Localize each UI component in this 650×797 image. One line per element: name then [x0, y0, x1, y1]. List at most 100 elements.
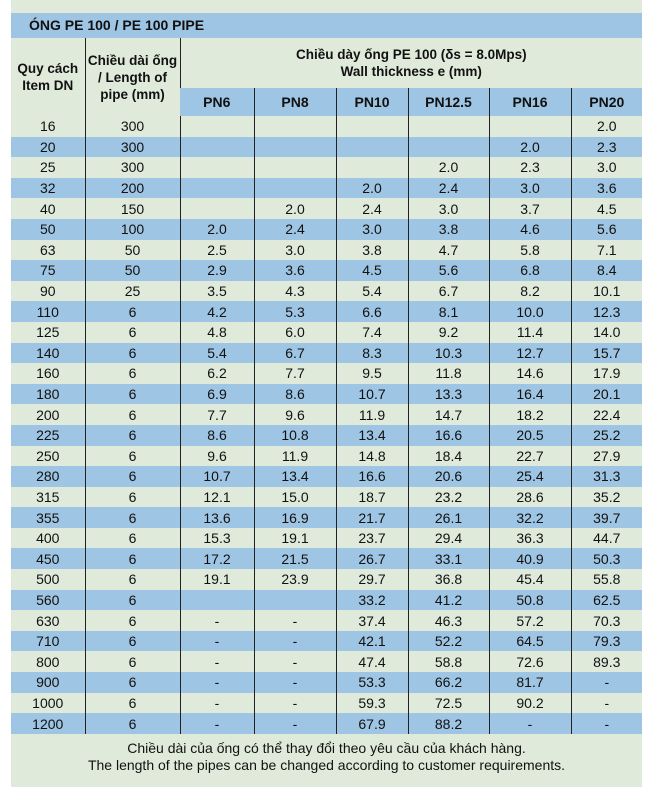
cell-thickness: 70.3	[570, 610, 643, 631]
table-row: 900 6- -53.3 66.2 81.7-	[11, 672, 643, 693]
header-length: Chiều dài ống / Length of pipe (mm)	[84, 38, 180, 116]
cell-thickness: -	[253, 630, 336, 652]
cell-thickness: 36.8	[407, 569, 489, 590]
cell-length: 150	[84, 198, 180, 219]
cell-thickness: 2.3	[570, 136, 643, 158]
cell-thickness: 11.9	[253, 445, 336, 467]
cell-thickness: 20.6	[407, 466, 489, 487]
cell-thickness: 11.9	[335, 404, 408, 425]
cell-thickness: 13.4	[335, 424, 408, 446]
cell-thickness: 9.6	[179, 445, 254, 467]
cell-dn: 250	[36, 447, 60, 464]
header-thickness-vi: Chiều dày ống PE 100 (δs = 8.0Mps)	[295, 47, 527, 62]
cell-thickness: 55.8	[570, 569, 643, 590]
cell-thickness: 15.7	[570, 342, 643, 364]
header-thickness: Chiều dày ống PE 100 (δs = 8.0Mps) Wall …	[179, 38, 643, 88]
cell-dn: 75	[39, 262, 56, 279]
cell-thickness: 22.4	[570, 404, 643, 425]
cell-thickness: 47.4	[335, 651, 408, 673]
cell-thickness: -	[488, 713, 571, 734]
cell-thickness: 8.4	[570, 260, 643, 281]
cell-thickness: 58.8	[407, 651, 489, 673]
cell-thickness: 2.0	[407, 157, 489, 178]
header-pn: PN20	[570, 88, 643, 116]
cell-thickness: -	[570, 713, 643, 734]
cell-thickness: 7.7	[179, 404, 254, 425]
cell-thickness: 21.7	[335, 507, 408, 528]
cell-thickness: 28.6	[488, 486, 571, 508]
cell-thickness: 12.3	[570, 301, 643, 322]
cell-thickness: 9.2	[407, 321, 489, 343]
cell-length: 6	[84, 713, 180, 734]
cell-thickness: 31.3	[570, 466, 643, 487]
pipe-spec-table: Quy cách Item DN Chiều dài ống / Length …	[11, 38, 643, 734]
cell-thickness: -	[253, 610, 336, 631]
cell-length: 6	[84, 630, 180, 652]
cell-thickness	[253, 589, 336, 611]
cell-dn: 400	[36, 530, 60, 547]
footer-note: Chiều dài của ống có thể thay đổi theo y…	[11, 740, 642, 774]
cell-length: 6	[84, 363, 180, 384]
cell-thickness: 20.5	[488, 424, 571, 446]
cell-thickness: -	[179, 713, 254, 734]
cell-thickness: 17.2	[179, 548, 254, 570]
cell-thickness: 66.2	[407, 672, 489, 693]
cell-length: 6	[84, 672, 180, 693]
cell-thickness: -	[570, 672, 643, 693]
cell-thickness: 59.3	[335, 692, 408, 714]
cell-thickness: 14.0	[570, 321, 643, 343]
cell-thickness: 89.3	[570, 651, 643, 673]
cell-thickness: 4.7	[407, 239, 489, 261]
table-row: 1200 6- -67.9 88.2- -	[11, 713, 643, 734]
cell-thickness: 25.2	[570, 424, 643, 446]
cell-length: 6	[84, 321, 180, 343]
cell-thickness: 10.1	[570, 280, 643, 302]
table-row: 500 6 19.1 23.9 29.7 36.8 45.4 55.8	[11, 569, 643, 590]
cell-thickness: 26.7	[335, 548, 408, 570]
cell-thickness: 10.0	[488, 301, 571, 322]
cell-thickness: 8.6	[179, 424, 254, 446]
cell-thickness: 3.6	[253, 260, 336, 281]
cell-length: 6	[84, 424, 180, 446]
cell-dn: 25	[39, 159, 56, 176]
cell-thickness: 3.0	[335, 218, 408, 240]
cell-thickness: 36.3	[488, 527, 571, 549]
cell-thickness: -	[179, 692, 254, 714]
table-row: 400 6 15.3 19.1 23.7 29.4 36.3 44.7	[11, 527, 643, 549]
cell-dn: 50	[39, 221, 56, 238]
cell-length: 6	[84, 527, 180, 549]
cell-thickness	[179, 136, 254, 158]
cell-dn: 315	[36, 488, 60, 505]
table-row: 110 6 4.2 5.3 6.6 8.1 10.0 12.3	[11, 301, 643, 322]
table-row: 225 6 8.6 10.8 13.4 16.6 20.5 25.2	[11, 424, 643, 446]
cell-thickness: 52.2	[407, 630, 489, 652]
cell-thickness: -	[179, 610, 254, 631]
cell-length: 300	[84, 157, 180, 178]
table-row: 280 6 10.7 13.4 16.6 20.6 25.4 31.3	[11, 466, 643, 487]
cell-length: 6	[84, 692, 180, 714]
cell-thickness	[407, 116, 489, 137]
cell-thickness	[335, 157, 408, 178]
cell-thickness: 13.4	[253, 466, 336, 487]
cell-thickness: 14.8	[335, 445, 408, 467]
cell-dn: 125	[36, 324, 60, 341]
cell-thickness: 10.7	[179, 466, 254, 487]
header-item-dn: Quy cách Item DN	[11, 38, 85, 116]
cell-thickness: 5.8	[488, 239, 571, 261]
cell-thickness: 41.2	[407, 589, 489, 611]
header-pn: PN10	[335, 88, 408, 116]
cell-thickness: 40.9	[488, 548, 571, 570]
cell-thickness: 3.6	[570, 177, 643, 199]
cell-thickness: 3.8	[407, 218, 489, 240]
cell-thickness: -	[253, 713, 336, 734]
header-pn: PN12.5	[407, 88, 489, 116]
cell-thickness: -	[179, 672, 254, 693]
footer-note-vi: Chiều dài của ống có thể thay đổi theo y…	[127, 740, 526, 756]
cell-thickness	[253, 136, 336, 158]
table-row: 75 50 2.9 3.6 4.5 5.6 6.8 8.4	[11, 260, 643, 281]
cell-dn: 560	[36, 591, 60, 608]
cell-dn: 140	[36, 344, 60, 361]
cell-thickness: 50.3	[570, 548, 643, 570]
cell-thickness: 35.2	[570, 486, 643, 508]
table-row: 200 6 7.7 9.6 11.9 14.7 18.2 22.4	[11, 404, 643, 425]
